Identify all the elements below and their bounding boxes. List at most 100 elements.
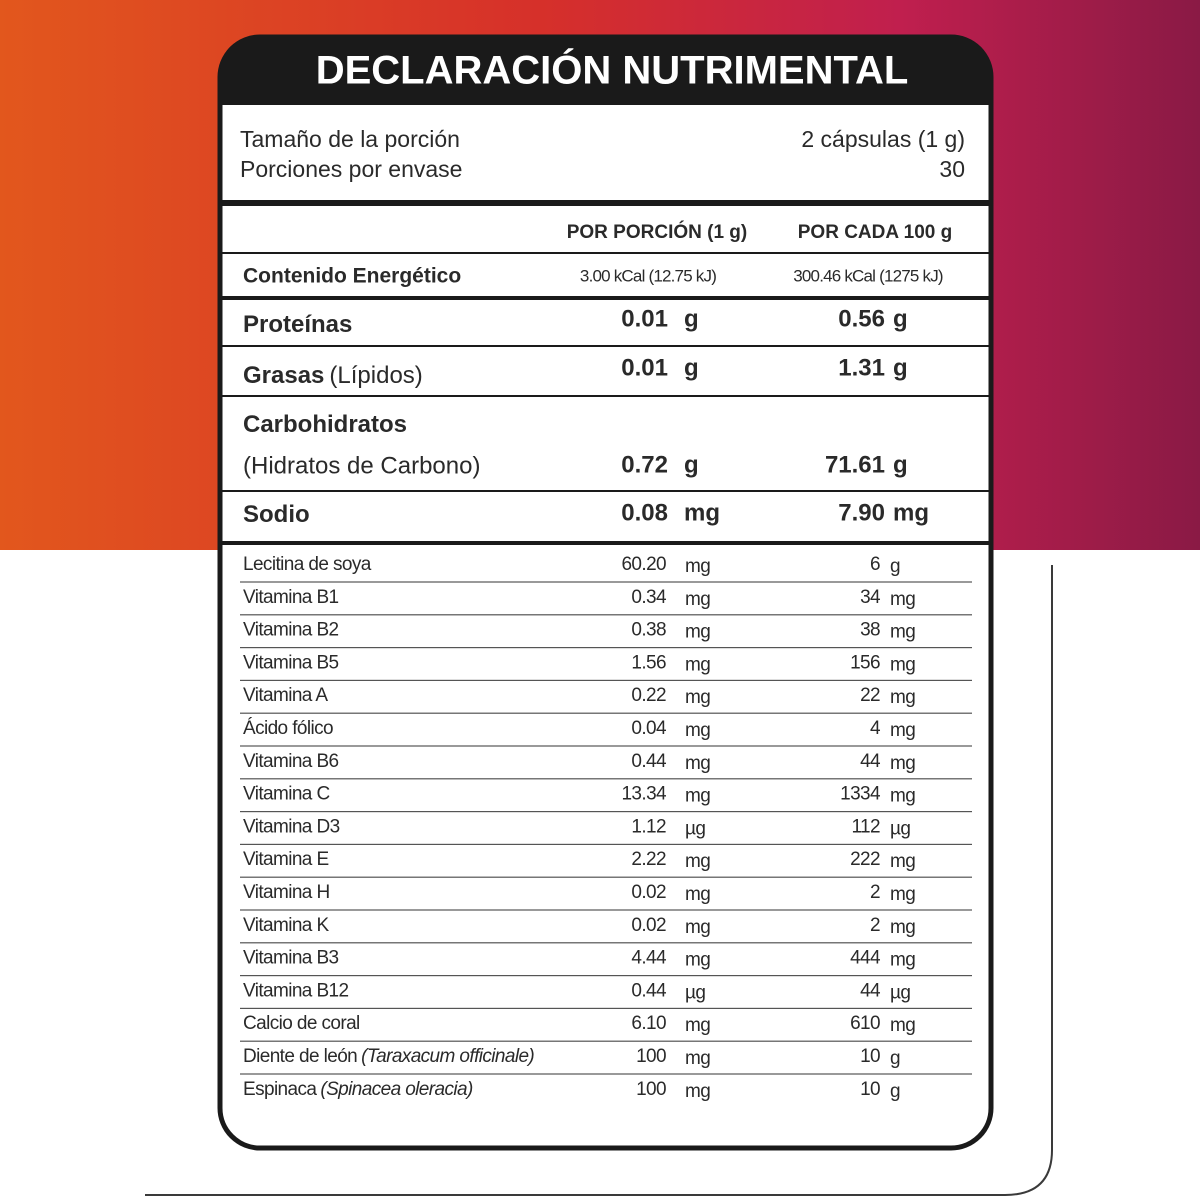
portion-value: 0.08 [621,499,668,526]
portion-unit: mg [685,950,710,971]
nutrient-label: Grasas (Lípidos) [243,362,423,389]
portion-value: 0.02 [631,882,666,903]
divider [222,395,989,397]
portion-value: 0.04 [631,718,667,739]
per100-unit: mg [890,753,915,774]
portion-unit: mg [685,654,710,675]
per100-unit: mg [890,622,915,643]
per100-value: 0.56 [838,305,885,332]
nutrient-label: Proteínas [243,311,352,338]
per100-unit: g [893,305,908,332]
row-divider [240,712,972,714]
portion-value: 0.22 [631,685,666,706]
per100-value: 112 [852,816,881,837]
portion-unit: µg [685,818,705,839]
label-header [220,37,991,105]
portion-unit: µg [685,982,705,1003]
portion-value: 4.44 [631,948,667,969]
portion-value: 0.02 [631,915,666,936]
row-name: Vitamina B1 [243,587,339,608]
divider [222,490,989,492]
servings-value: 30 [939,156,965,182]
portion-unit: mg [685,1081,710,1102]
per100-value: 444 [850,948,881,969]
portion-unit: mg [685,851,710,872]
row-name-text: Vitamina C [243,784,330,805]
portion-unit: mg [685,589,710,610]
portion-value: 0.38 [631,620,666,641]
nutrient-note: (Hidratos de Carbono) [243,452,480,479]
per100-unit: mg [890,851,915,872]
per100-value: 6 [870,554,880,575]
row-name-text: Diente de león [243,1046,357,1067]
per100-unit: g [893,354,908,381]
row-name-text: Ácido fólico [243,718,333,739]
divider [222,252,989,254]
row-divider [240,614,972,616]
divider [222,345,989,347]
row-name: Vitamina B6 [243,751,339,772]
row-name-text: Vitamina B1 [243,587,339,608]
per100-value: 2 [870,915,880,936]
row-name-text: Calcio de coral [243,1013,360,1034]
per100-unit: mg [890,917,915,938]
title: DECLARACIÓN NUTRIMENTAL [316,47,909,93]
servings-label: Porciones por envase [240,156,462,182]
row-divider [240,679,972,681]
row-name: Vitamina B2 [243,620,339,641]
portion-unit: g [684,451,699,478]
portion-value: 2.22 [631,849,666,870]
divider [222,296,989,300]
portion-unit: mg [685,786,710,807]
row-divider [240,843,972,845]
per100-value: 4 [870,718,881,739]
panel-outline [145,565,1053,1196]
per100-unit: mg [890,1015,915,1036]
per100-unit: mg [890,950,915,971]
row-name: Vitamina E [243,849,329,870]
row-name-text: Vitamina E [243,849,329,870]
portion-value: 0.44 [631,751,667,772]
nutrient-name: Carbohidratos [243,411,407,438]
portion-value: 0.01 [621,305,668,332]
row-name: Vitamina B3 [243,948,339,969]
row-divider [240,1007,972,1009]
portion-value: 0.01 [621,354,668,381]
nutrient-name: Grasas [243,362,324,389]
nutrient-name: Sodio [243,501,310,528]
row-name: Ácido fólico [243,718,333,739]
portion-value: 0.72 [621,451,668,478]
row-name-text: Vitamina B6 [243,751,339,772]
portion-value: 100 [636,1046,666,1067]
row-divider [240,1040,972,1042]
row-name: Diente de león (Taraxacum officinale) [243,1046,534,1067]
per100-value: 1.31 [838,354,885,381]
portion-unit: mg [685,687,710,708]
per100-value: 222 [850,849,880,870]
per100-unit: µg [890,818,910,839]
row-name: Vitamina H [243,882,330,903]
serving-size-label: Tamaño de la porción [240,126,460,152]
per100-unit: mg [890,786,915,807]
row-name-text: Lecitina de soya [243,554,372,575]
nutrient-label: Carbohidratos [243,411,407,438]
row-divider [240,909,972,911]
portion-value: 13.34 [621,784,667,805]
portion-unit: g [684,305,699,332]
portion-value: 0.34 [631,587,667,608]
portion-unit: mg [684,499,720,526]
per100-unit: g [890,1048,900,1069]
energy-per100: 300.46 kCal (1275 kJ) [793,266,943,285]
per100-value: 22 [860,685,880,706]
portion-value: 6.10 [631,1013,666,1034]
portion-value: 0.44 [631,980,667,1001]
row-name-text: Vitamina A [243,685,328,706]
per100-unit: mg [893,499,929,526]
per100-value: 156 [850,652,880,673]
per100-value: 44 [860,980,881,1001]
row-name: Vitamina B5 [243,652,339,673]
row-name: Calcio de coral [243,1013,360,1034]
